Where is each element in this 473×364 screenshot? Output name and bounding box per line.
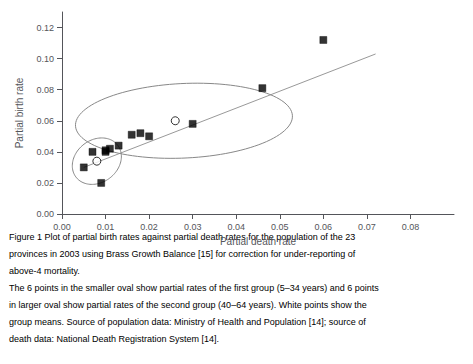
svg-text:The 6 points in the smaller ov: The 6 points in the smaller oval show pa… <box>9 283 379 293</box>
svg-text:0.03: 0.03 <box>184 222 202 232</box>
svg-text:0.01: 0.01 <box>97 222 115 232</box>
svg-text:0.07: 0.07 <box>358 222 376 232</box>
svg-text:0.05: 0.05 <box>271 222 289 232</box>
svg-text:0.06: 0.06 <box>315 222 333 232</box>
svg-text:Partial birth rate: Partial birth rate <box>14 77 25 148</box>
svg-text:0.04: 0.04 <box>227 222 245 232</box>
svg-text:Figure 1 Plot of partial birth: Figure 1 Plot of partial birth rates aga… <box>9 232 355 242</box>
svg-text:0.02: 0.02 <box>140 222 158 232</box>
svg-text:Partial death rate: Partial death rate <box>220 236 297 247</box>
svg-text:provinces in 2003 using Brass: provinces in 2003 using Brass Growth Bal… <box>9 249 356 259</box>
svg-text:above-4 mortality.: above-4 mortality. <box>9 266 80 276</box>
svg-text:0.12: 0.12 <box>36 23 54 33</box>
svg-text:group means. Source of populat: group means. Source of population data: … <box>9 317 366 327</box>
svg-text:death data: National Death Reg: death data: National Death Registration … <box>9 334 219 344</box>
svg-text:0.04: 0.04 <box>36 147 54 157</box>
svg-text:0.00: 0.00 <box>36 209 54 219</box>
svg-text:in larger oval show partial ra: in larger oval show partial rates of the… <box>9 300 367 310</box>
svg-text:0.08: 0.08 <box>402 222 420 232</box>
svg-text:0.08: 0.08 <box>36 85 54 95</box>
svg-text:0.10: 0.10 <box>36 54 54 64</box>
svg-text:0.02: 0.02 <box>36 178 54 188</box>
svg-text:0.00: 0.00 <box>53 222 71 232</box>
svg-text:0.06: 0.06 <box>36 116 54 126</box>
